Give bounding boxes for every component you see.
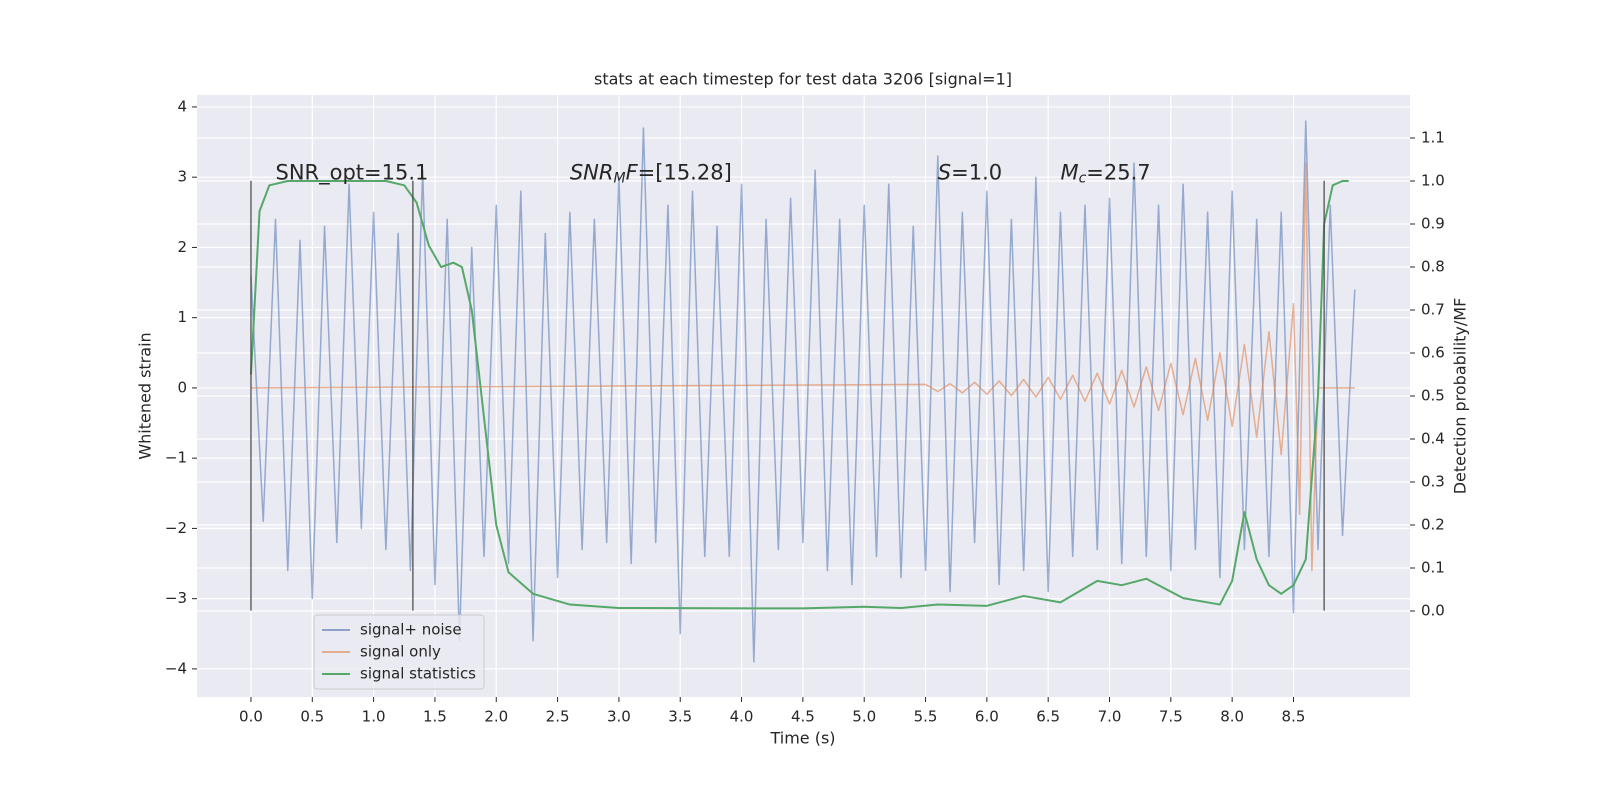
annotation: S=1.0	[938, 161, 1002, 185]
annotation: SNRMF=[15.28]	[570, 161, 732, 187]
x-tick-label: 0.5	[300, 708, 324, 726]
y-tick-label: −1	[165, 449, 187, 467]
x-tick-label: 6.5	[1036, 708, 1060, 726]
x-tick-label: 8.5	[1282, 708, 1306, 726]
y2-axis-label: Detection probability/MF	[1451, 298, 1470, 495]
y2-tick-label: 1.0	[1421, 172, 1445, 190]
series-line	[250, 162, 1355, 572]
annotation: Mc=25.7	[1060, 161, 1150, 187]
x-tick-label: 7.5	[1159, 708, 1183, 726]
x-tick-label: 3.0	[607, 708, 631, 726]
x-tick-label: 1.0	[362, 708, 386, 726]
series-line	[250, 120, 1356, 663]
x-tick-label: 4.0	[730, 708, 754, 726]
legend: signal+ noise signal only signal statistic…	[313, 614, 485, 690]
marks	[249, 120, 1356, 663]
y2-tick-label: 0.2	[1421, 516, 1445, 534]
chart-title: stats at each timestep for test data 320…	[594, 70, 1012, 89]
y-tick-label: −2	[165, 519, 187, 537]
y-tick-label: 2	[177, 238, 187, 256]
annotation-part: M	[1060, 161, 1078, 185]
annotation-part: SNR	[570, 161, 614, 185]
legend-box	[313, 614, 485, 690]
y2-tick-label: 0.0	[1421, 602, 1445, 620]
y2-tick-label: 0.7	[1421, 301, 1445, 319]
annotation-part: =[15.28]	[638, 161, 732, 185]
y2-tick-label: 0.4	[1421, 430, 1445, 448]
x-tick-label: 5.0	[852, 708, 876, 726]
y-tick-label: −4	[165, 659, 187, 677]
x-tick-label: 7.0	[1098, 708, 1122, 726]
annotation-part: SNR_opt=15.1	[275, 161, 428, 186]
y2-tick-label: 1.1	[1421, 129, 1445, 147]
annotation-part: M	[613, 171, 625, 187]
series-line	[249, 180, 1349, 610]
y2-tick-label: 0.6	[1421, 344, 1445, 362]
x-tick-label: 0.0	[239, 708, 263, 726]
annotation-part: c	[1079, 171, 1087, 187]
y2-tick-label: 0.5	[1421, 387, 1445, 405]
annotation: SNR_opt=15.1	[275, 161, 428, 186]
y2-tick-label: 0.8	[1421, 258, 1445, 276]
x-tick-label: 2.5	[546, 708, 570, 726]
x-axis-label: Time (s)	[769, 729, 835, 748]
y-axis-label: Whitened strain	[136, 332, 155, 459]
legend-label: signal only	[360, 643, 441, 661]
annotation-part: =1.0	[951, 161, 1002, 185]
y-tick-label: 1	[177, 308, 187, 326]
x-tick-label: 2.0	[484, 708, 508, 726]
y-tick-label: −3	[165, 589, 187, 607]
y2-tick-label: 0.3	[1421, 473, 1445, 491]
x-tick-label: 3.5	[668, 708, 692, 726]
legend-label: signal+ noise	[360, 621, 462, 639]
y2-tick-label: 0.9	[1421, 215, 1445, 233]
annotation-part: F	[626, 161, 639, 185]
labels: 0.0 0.5 1.0 1.5 2.0 2.5 3.0 3.5 4.0 4.5 5.0 5.5 6.0 6…	[165, 97, 1445, 725]
y-tick-label: 4	[177, 97, 187, 115]
legend-label: signal statistics	[360, 665, 476, 683]
y-tick-label: 0	[177, 378, 187, 396]
x-tick-label: 6.0	[975, 708, 999, 726]
x-tick-label: 8.0	[1220, 708, 1244, 726]
y2-tick-label: 0.1	[1421, 559, 1445, 577]
y-tick-label: 3	[177, 168, 187, 186]
x-tick-label: 4.5	[791, 708, 815, 726]
annotation-part: S	[938, 161, 951, 185]
x-tick-label: 1.5	[423, 708, 447, 726]
annotation-part: =25.7	[1086, 161, 1150, 185]
x-tick-label: 5.5	[914, 708, 938, 726]
